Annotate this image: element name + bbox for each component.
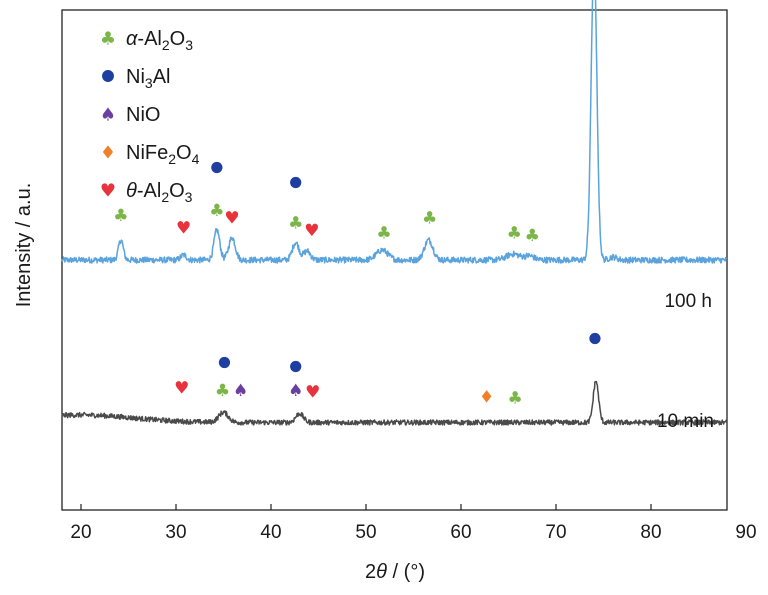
- trace-100h: [61, 0, 728, 264]
- marker-alpha_Al2O3: ♣: [507, 224, 522, 244]
- marker-alpha_Al2O3: ♣: [209, 201, 224, 221]
- marker-alpha_Al2O3: ♣: [376, 224, 391, 244]
- legend: ♣ α-Al2O3 Ni3Al ♠ NiO ♦ NiFe2O4 ♥ θ-Al2O3: [100, 28, 200, 205]
- legend-symbol-NiFe2O4: ♦: [100, 142, 116, 163]
- phase-markers: ♣♥♣ ♥ ♣ ♥ ♣♣♣ ♣♥ ♣ ♠ ♠ ♥ ♦ ♣: [113, 161, 601, 409]
- marker-Ni3Al: [290, 360, 302, 373]
- x-axis-title-prefix: 2: [365, 561, 376, 583]
- marker-theta_Al2O3: ♥: [174, 379, 189, 399]
- legend-symbol-alpha_Al2O3: ♣: [100, 28, 116, 49]
- marker-theta_Al2O3: ♥: [305, 383, 320, 403]
- x-tick-label: 60: [450, 522, 471, 543]
- diffraction-traces: [61, 0, 728, 426]
- legend-symbol-NiO: ♠: [100, 104, 116, 125]
- marker-NiO: ♠: [288, 381, 303, 401]
- x-tick-label: 30: [165, 522, 186, 543]
- marker-Ni3Al: [211, 161, 223, 174]
- marker-alpha_Al2O3: ♣: [113, 206, 128, 226]
- legend-label-NiO: NiO: [126, 104, 160, 126]
- legend-label-theta_Al2O3: θ-Al2O3: [126, 180, 193, 205]
- trace-label-10min: 10 min: [657, 411, 714, 432]
- x-axis-title-unit: / (°): [387, 561, 425, 583]
- marker-NiO: ♠: [233, 381, 248, 401]
- y-axis-title: Intensity / a.u.: [13, 183, 35, 308]
- marker-alpha_Al2O3: ♣: [422, 209, 437, 229]
- marker-theta_Al2O3: ♥: [224, 209, 239, 229]
- x-tick-label: 80: [640, 522, 661, 543]
- legend-label-NiFe2O4: NiFe2O4: [126, 142, 200, 167]
- legend-symbol-Ni3Al: [102, 70, 114, 82]
- marker-Ni3Al: [290, 176, 302, 189]
- x-tick-label: 50: [355, 522, 376, 543]
- x-axis-ticks: 20 30 40 50 60 70 80 90: [70, 504, 757, 543]
- marker-Ni3Al: [218, 356, 231, 369]
- marker-theta_Al2O3: ♥: [176, 219, 191, 239]
- marker-theta_Al2O3: ♥: [304, 221, 319, 241]
- x-axis-title: 2θ / (°): [365, 561, 425, 583]
- marker-alpha_Al2O3: ♣: [508, 389, 523, 409]
- x-tick-label: 20: [70, 522, 91, 543]
- marker-NiFe2O4: ♦: [479, 388, 494, 408]
- trace-label-100h: 100 h: [664, 291, 712, 312]
- legend-label-alpha_Al2O3: α-Al2O3: [126, 28, 193, 53]
- x-tick-label: 70: [545, 522, 566, 543]
- marker-Ni3Al: [589, 332, 601, 345]
- marker-alpha_Al2O3: ♣: [215, 381, 230, 401]
- marker-alpha_Al2O3: ♣: [525, 226, 540, 246]
- marker-alpha_Al2O3: ♣: [288, 214, 303, 234]
- legend-symbol-theta_Al2O3: ♥: [100, 180, 116, 201]
- legend-label-Ni3Al: Ni3Al: [126, 66, 170, 91]
- x-axis-title-symbol: θ: [376, 561, 387, 583]
- trace-10min: [61, 380, 728, 426]
- x-tick-label: 90: [735, 522, 756, 543]
- x-tick-label: 40: [260, 522, 281, 543]
